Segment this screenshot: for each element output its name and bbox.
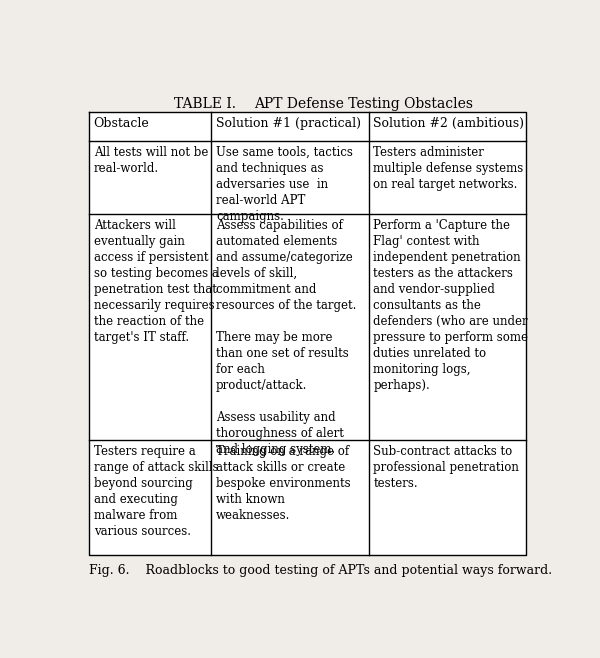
Text: Sub-contract attacks to
professional penetration
testers.: Sub-contract attacks to professional pen… [373, 445, 519, 490]
Text: Use same tools, tactics
and techniques as
adversaries use  in
real-world APT
cam: Use same tools, tactics and techniques a… [216, 146, 353, 223]
Bar [368, 112, 526, 141]
Text: Attackers will
eventually gain
access if persistent
so testing becomes a
penetra: Attackers will eventually gain access if… [94, 219, 218, 344]
Text: APT Defense Testing Obstacles: APT Defense Testing Obstacles [254, 97, 473, 111]
Text: Solution #2 (ambitious): Solution #2 (ambitious) [373, 117, 524, 130]
Text: TABLE I.: TABLE I. [174, 97, 236, 111]
Text: Fig. 6.    Roadblocks to good testing of APTs and potential ways forward.: Fig. 6. Roadblocks to good testing of AP… [89, 563, 552, 576]
Text: Testers require a
range of attack skills
beyond sourcing
and executing
malware f: Testers require a range of attack skills… [94, 445, 218, 538]
Bar [89, 112, 211, 141]
Text: Training on a range of
attack skills or create
bespoke environments
with known
w: Training on a range of attack skills or … [216, 445, 350, 522]
Text: Testers administer
multiple defense systems
on real target networks.: Testers administer multiple defense syst… [373, 146, 524, 191]
Text: Solution #1 (practical): Solution #1 (practical) [216, 117, 361, 130]
Text: All tests will not be
real-world.: All tests will not be real-world. [94, 146, 208, 175]
Text: Obstacle: Obstacle [94, 117, 149, 130]
Text: Assess capabilities of
automated elements
and assume/categorize
levels of skill,: Assess capabilities of automated element… [216, 219, 356, 456]
Bar [211, 112, 368, 141]
Text: Perform a 'Capture the
Flag' contest with
independent penetration
testers as the: Perform a 'Capture the Flag' contest wit… [373, 219, 529, 392]
